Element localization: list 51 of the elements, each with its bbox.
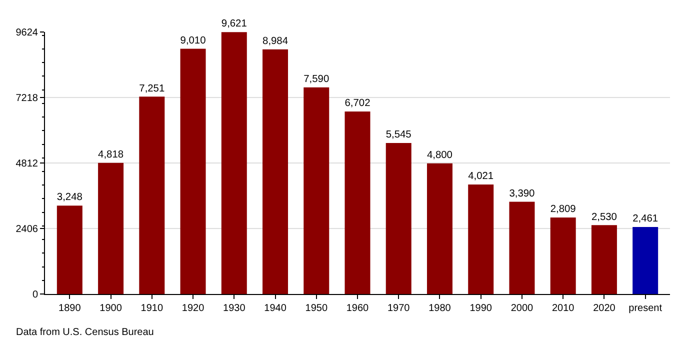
- y-tick-label: 9624: [16, 28, 38, 38]
- bar: [550, 218, 576, 294]
- data-label: 7,590: [304, 74, 330, 86]
- x-tick-label: 2020: [593, 303, 616, 314]
- x-tick-label: 1980: [428, 303, 452, 314]
- bar: [426, 163, 452, 294]
- data-label: 3,248: [56, 192, 83, 204]
- bar: [262, 49, 288, 294]
- bar: [221, 32, 247, 294]
- data-label: 3,390: [509, 188, 536, 200]
- data-label: 8,984: [262, 36, 288, 48]
- x-tick-label: 1930: [223, 303, 246, 314]
- data-label: 5,545: [386, 130, 412, 141]
- bar: [386, 143, 412, 294]
- y-tick-label: 2406: [16, 224, 38, 235]
- bar: [139, 96, 165, 294]
- data-label: 2,461: [632, 214, 658, 225]
- bar: [632, 227, 658, 294]
- x-tick-label: 2000: [510, 303, 534, 314]
- bar: [56, 206, 82, 294]
- data-label: 7,251: [139, 83, 165, 94]
- bar: [591, 225, 617, 294]
- x-tick-label: 1890: [58, 303, 82, 314]
- x-tick-label: present: [628, 303, 662, 314]
- data-label: 9,621: [221, 18, 248, 30]
- bar: [180, 48, 206, 294]
- data-label: 2,530: [591, 212, 618, 223]
- bar: [304, 87, 330, 294]
- x-tick-label: 2010: [552, 303, 575, 314]
- x-tick-label: 1900: [100, 303, 122, 314]
- data-label: 4,800: [427, 150, 453, 161]
- x-tick-label: 1940: [264, 303, 287, 314]
- x-tick-label: 1920: [182, 303, 205, 314]
- data-label: 2,809: [550, 204, 576, 216]
- x-tick-label: 1970: [387, 303, 410, 314]
- x-tick-label: 1910: [140, 303, 164, 314]
- text: Data from U.S. Census Bureau: [16, 327, 154, 338]
- y-tick-label: 0: [32, 290, 38, 300]
- data-label: 4,818: [98, 149, 124, 160]
- bar: [98, 162, 124, 294]
- data-label: 9,010: [180, 35, 206, 46]
- x-tick-label: 1950: [305, 303, 328, 314]
- bar: [468, 184, 494, 294]
- x-tick-label: 1960: [346, 303, 370, 314]
- bar: [509, 202, 535, 294]
- y-tick-label: 7218: [16, 93, 38, 104]
- data-label: 6,702: [344, 98, 371, 110]
- x-tick-label: 1990: [470, 303, 492, 314]
- y-tick-label: 4812: [16, 158, 38, 170]
- data-label: 4,021: [468, 171, 494, 182]
- bar: [344, 112, 370, 294]
